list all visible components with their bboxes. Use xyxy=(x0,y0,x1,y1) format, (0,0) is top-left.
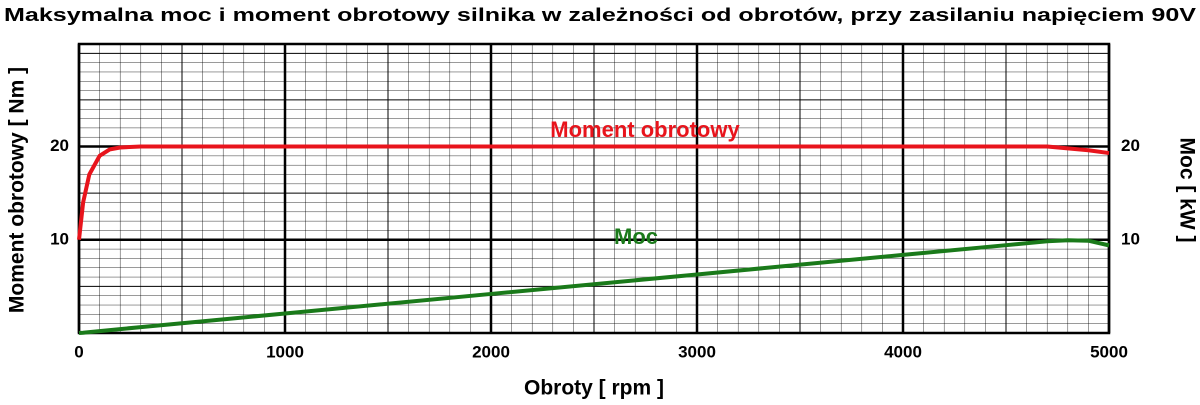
series-label: Moment obrotowy xyxy=(550,117,740,142)
x-tick-label: 4000 xyxy=(884,342,922,361)
y-tick-label: 10 xyxy=(50,229,69,248)
y2-tick-label: 20 xyxy=(1121,136,1140,155)
y-tick-label: 20 xyxy=(50,136,69,155)
x-tick-label: 5000 xyxy=(1090,342,1128,361)
chart-title: Maksymalna moc i moment obrotowy silnika… xyxy=(4,5,1196,25)
y2-axis-label: Moc [ kW ] xyxy=(1175,138,1198,243)
y2-tick-label: 10 xyxy=(1121,229,1140,248)
x-tick-label: 1000 xyxy=(266,342,304,361)
y-axis-label: Moment obrotowy [ Nm ] xyxy=(6,67,29,313)
series-line xyxy=(78,238,1110,335)
series-line xyxy=(77,144,1110,240)
series-label: Moc xyxy=(614,224,658,249)
x-tick-label: 2000 xyxy=(472,342,510,361)
x-axis-label: Obroty [ rpm ] xyxy=(524,377,664,400)
x-tick-label: 3000 xyxy=(678,342,716,361)
x-tick-label: 0 xyxy=(74,342,83,361)
plot-frame xyxy=(77,42,1111,335)
